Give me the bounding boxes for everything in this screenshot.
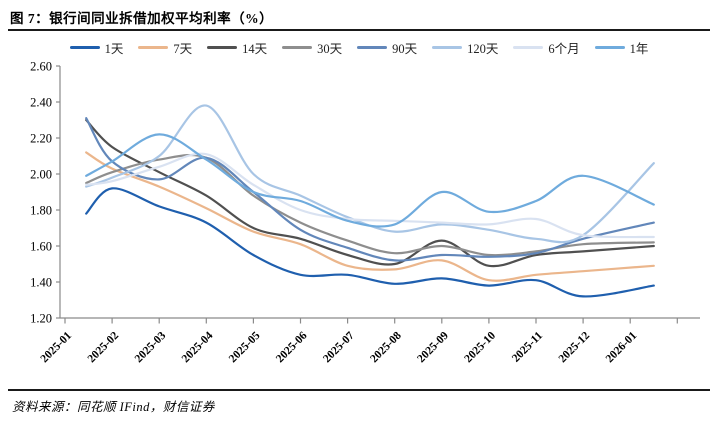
- x-tick-label: 2025-05: [227, 329, 263, 365]
- y-tick-label: 1.20: [30, 312, 52, 326]
- legend-item-5: 120天: [432, 38, 498, 57]
- series-line-14天: [85, 118, 655, 268]
- chart-legend: 1天 7天 14天 30天 90天 120天 6个月 1年: [0, 38, 718, 57]
- footer-rule: [8, 389, 710, 391]
- series-line-6个月: [85, 152, 655, 239]
- legend-item-0: 1天: [69, 38, 124, 57]
- x-tick-label: 2025-06: [274, 329, 310, 365]
- title-rule: [8, 29, 710, 31]
- legend-swatch-0: [69, 46, 100, 49]
- legend-label-1: 7天: [173, 42, 193, 56]
- legend-swatch-3: [282, 46, 313, 49]
- legend-label-3: 30天: [317, 42, 343, 56]
- legend-item-4: 90天: [357, 38, 417, 57]
- x-tick-label: 2025-08: [368, 329, 404, 365]
- legend-item-2: 14天: [207, 38, 267, 57]
- chart-canvas: 1.20 1.40 1.60 1.80 2.00 2.20 2.40 2.60 2025-01 2…: [0, 58, 718, 388]
- series-line-7天: [85, 151, 655, 282]
- x-tick-label: 2025-02: [86, 329, 122, 365]
- legend-item-1: 7天: [138, 38, 192, 57]
- legend-item-3: 30天: [282, 38, 342, 57]
- legend-label-4: 90天: [392, 42, 418, 56]
- legend-swatch-2: [207, 46, 238, 49]
- legend-item-7: 1年: [594, 38, 649, 57]
- legend-label-0: 1天: [104, 42, 124, 56]
- x-tick-label: 2025-12: [557, 329, 593, 365]
- legend-label-5: 120天: [467, 42, 499, 56]
- line-chart-svg: 1.20 1.40 1.60 1.80 2.00 2.20 2.40 2.60 2025-01 2…: [30, 60, 700, 365]
- y-tick-label: 2.00: [30, 168, 52, 182]
- legend-swatch-4: [357, 46, 388, 49]
- legend-label-7: 1年: [629, 42, 649, 56]
- legend-swatch-1: [138, 46, 169, 49]
- y-tick-label: 1.80: [30, 204, 52, 218]
- legend-label-2: 14天: [242, 42, 268, 56]
- x-tick-label: 2025-01: [39, 329, 75, 365]
- x-tick-label: 2025-04: [180, 329, 216, 365]
- x-tick-label: 2025-03: [133, 329, 169, 365]
- y-tick-label: 1.60: [30, 240, 52, 254]
- legend-item-6: 6个月: [513, 38, 580, 57]
- x-tick-label: 2025-07: [321, 329, 357, 365]
- x-tick-label: 2025-10: [462, 329, 498, 365]
- y-tick-label: 1.40: [30, 276, 52, 290]
- series-line-1天: [85, 187, 655, 298]
- legend-label-6: 6个月: [548, 42, 580, 56]
- x-tick-label: 2026-01: [604, 329, 640, 365]
- figure-title: 图 7：银行间同业拆借加权平均利率（%）: [10, 11, 274, 26]
- y-tick-label: 2.20: [30, 132, 52, 146]
- series-line-1年: [85, 133, 655, 228]
- y-tick-label: 2.40: [30, 96, 52, 110]
- x-tick-label: 2025-11: [510, 329, 545, 364]
- x-tick-label: 2025-09: [415, 329, 451, 365]
- series-line-90天: [85, 117, 655, 262]
- source-note: 资料来源：同花顺 IFind，财信证券: [12, 400, 215, 414]
- series-line-30天: [85, 154, 655, 257]
- legend-swatch-6: [513, 46, 544, 49]
- y-tick-label: 2.60: [30, 60, 52, 74]
- series-line-120天: [85, 104, 655, 244]
- legend-swatch-5: [432, 46, 463, 49]
- legend-swatch-7: [594, 46, 625, 49]
